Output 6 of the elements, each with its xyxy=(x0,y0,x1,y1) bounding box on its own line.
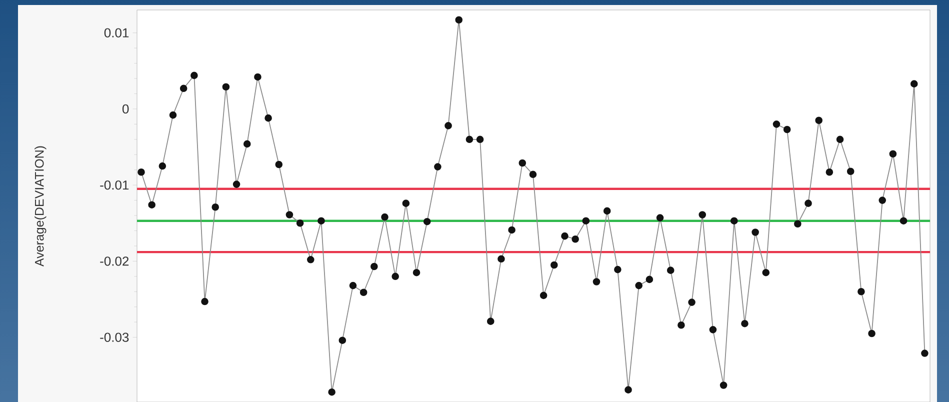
y-tick-label: -0.03 xyxy=(100,332,129,342)
y-tick-label: -0.02 xyxy=(100,256,129,266)
y-tick-label: 0.01 xyxy=(104,28,129,38)
y-tick-label: -0.01 xyxy=(100,180,129,190)
y-axis-title: Average(DEVIATION) xyxy=(34,146,46,267)
y-tick-label: 0 xyxy=(122,104,129,114)
